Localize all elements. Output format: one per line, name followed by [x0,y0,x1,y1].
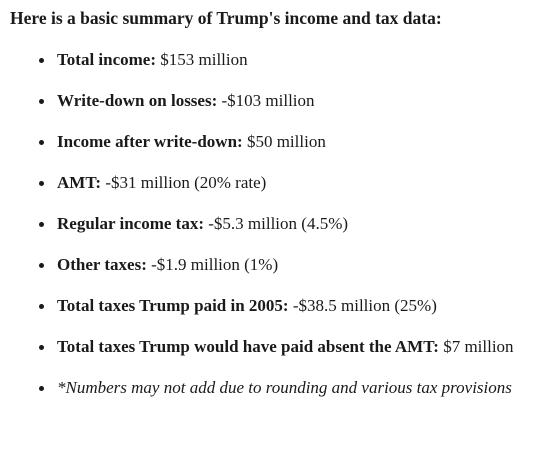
summary-heading: Here is a basic summary of Trump's incom… [10,8,442,28]
item-label: Total income: [57,50,157,69]
item-value: $7 million [443,337,514,356]
item-label: Other taxes: [57,255,147,274]
item-label: Write-down on losses: [57,91,218,110]
item-value: $50 million [246,132,326,151]
item-value: $153 million [160,50,248,69]
bullet-icon [39,181,44,186]
list-item-footnote: *Numbers may not add due to rounding and… [10,377,545,399]
bullet-icon [39,263,44,268]
list-item-total-income: Total income: $153 million [10,49,545,71]
item-label: Income after write-down: [57,132,243,151]
bullet-icon [39,140,44,145]
item-value: -$103 million [221,91,315,110]
list-item-total-taxes-paid: Total taxes Trump paid in 2005: -$38.5 m… [10,295,545,317]
list-item-amt: AMT: -$31 million (20% rate) [10,172,545,194]
list-item-other-taxes: Other taxes: -$1.9 million (1%) [10,254,545,276]
list-item-regular-income-tax: Regular income tax: -$5.3 million (4.5%) [10,213,545,235]
item-value: -$1.9 million (1%) [151,255,279,274]
item-label: Total taxes Trump paid in 2005: [57,296,289,315]
bullet-icon [39,99,44,104]
item-label: Total taxes Trump would have paid absent… [57,337,439,356]
bullet-icon [39,386,44,391]
item-value: -$31 million (20% rate) [105,173,267,192]
bullet-icon [39,304,44,309]
footnote-text: *Numbers may not add due to rounding and… [57,378,512,397]
list-item-taxes-absent-amt: Total taxes Trump would have paid absent… [10,336,545,358]
list-item-write-down: Write-down on losses: -$103 million [10,90,545,112]
item-value: -$38.5 million (25%) [292,296,437,315]
summary-list: Total income: $153 million Write-down on… [10,49,545,399]
bullet-icon [39,345,44,350]
item-label: Regular income tax: [57,214,204,233]
bullet-icon [39,58,44,63]
item-label: AMT: [57,173,102,192]
item-value: -$5.3 million (4.5%) [208,214,349,233]
bullet-icon [39,222,44,227]
list-item-income-after-write-down: Income after write-down: $50 million [10,131,545,153]
